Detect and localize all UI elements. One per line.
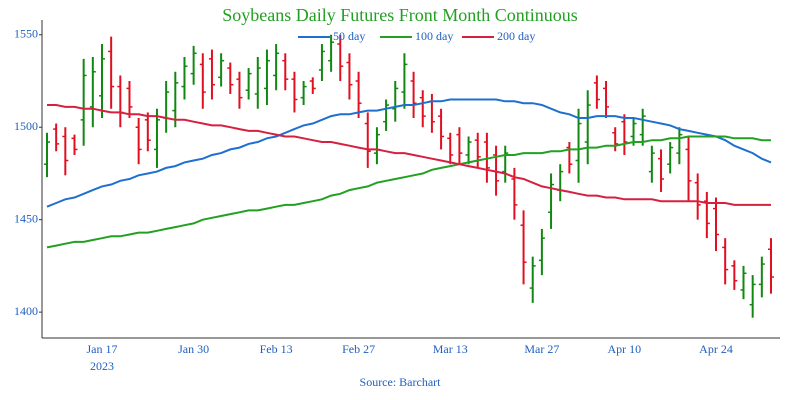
- x-tick-label: Apr 24: [699, 342, 733, 356]
- x-tick-label: Mar 13: [433, 342, 468, 356]
- ma-line: [47, 104, 771, 206]
- legend-label: 100 day: [415, 29, 453, 43]
- x-tick-label: Feb 13: [260, 342, 293, 356]
- x-tick-label: Jan 30: [178, 342, 209, 356]
- x-tick-label: Feb 27: [342, 342, 375, 356]
- y-tick-label: 1500: [14, 119, 38, 133]
- source: Source: Barchart: [360, 375, 442, 389]
- ma-line: [46, 135, 771, 249]
- y-tick-label: 1450: [14, 211, 38, 225]
- x-tick-label: Jan 17: [86, 342, 117, 356]
- y-tick-label: 1400: [14, 304, 38, 318]
- x-tick-label: Apr 10: [608, 342, 642, 356]
- x-tick-label: Mar 27: [524, 342, 559, 356]
- year-label: 2023: [90, 359, 114, 373]
- ma-line: [46, 98, 772, 208]
- y-tick-label: 1550: [14, 27, 38, 41]
- legend-label: 200 day: [497, 29, 535, 43]
- chart-title: Soybeans Daily Futures Front Month Conti…: [222, 5, 578, 25]
- legend-label: 50 day: [333, 29, 365, 43]
